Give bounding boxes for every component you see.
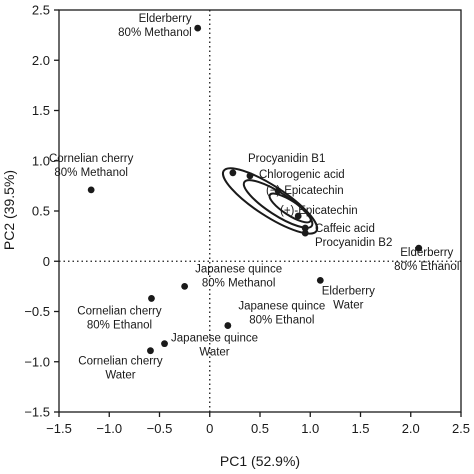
x-tick-label: 0.5 — [251, 421, 269, 436]
sample-label: Cornelian cherry 80% Ethanol — [77, 305, 162, 331]
sample-point — [148, 295, 155, 302]
compound-label: Caffeic acid — [315, 223, 375, 235]
sample-point — [161, 340, 168, 348]
compound-label: Procyanidin B2 — [315, 237, 392, 249]
x-tick-label: 1.0 — [301, 421, 319, 436]
sample-label: Cornelian cherry Water — [78, 356, 163, 382]
x-tick-label: 2.0 — [402, 421, 420, 436]
compound-label: (−)-Epicatechin — [266, 185, 344, 197]
y-tick-label: 0.5 — [32, 204, 50, 219]
x-tick-label: 1.5 — [351, 421, 369, 436]
sample-label: Japanese quince 80% Ethanol — [238, 301, 325, 327]
sample-point — [194, 24, 202, 32]
x-tick-label: −0.5 — [147, 421, 173, 436]
plot-frame — [58, 9, 462, 413]
y-tick-label: 1.5 — [32, 103, 50, 118]
sample-label: Japanese quince Water — [171, 333, 258, 359]
compound-point — [294, 212, 302, 220]
sample-point — [316, 276, 324, 284]
x-tick-label: 0 — [206, 421, 213, 436]
sample-point — [181, 282, 189, 290]
x-axis-label: PC1 (52.9%) — [220, 453, 300, 469]
y-tick-label: 2.5 — [32, 3, 50, 18]
y-tick-label: −0.5 — [24, 304, 50, 319]
compound-point — [274, 187, 282, 195]
sample-point — [415, 244, 423, 252]
compound-label: Procyanidin B1 — [248, 153, 325, 165]
y-tick-label: 2.0 — [32, 53, 50, 68]
confidence-ellipse-3 — [268, 192, 312, 224]
compound-point — [301, 224, 309, 232]
compound-label: (+)-Epicatechin — [280, 205, 358, 217]
sample-point — [87, 186, 95, 194]
sample-label: Japanese quince 80% Methanol — [195, 263, 282, 289]
y-tick-label: 1.0 — [32, 153, 50, 168]
y-axis-label: PC2 (39.5%) — [1, 170, 17, 250]
y-tick-label: −1.0 — [24, 354, 50, 369]
sample-point — [147, 347, 154, 355]
sample-label: Cornelian cherry 80% Methanol — [49, 153, 134, 179]
x-tick-label: 2.5 — [452, 421, 470, 436]
sample-label: Elderberry 80% Methanol — [118, 13, 192, 39]
compound-point — [301, 229, 309, 237]
sample-point — [224, 322, 232, 329]
sample-label: Elderberry 80% Ethanol — [394, 247, 459, 273]
compound-point — [246, 172, 254, 180]
compound-label: Chlorogenic acid — [259, 169, 345, 181]
x-tick-label: −1.0 — [96, 421, 122, 436]
confidence-ellipse-2 — [242, 179, 314, 229]
compound-point — [229, 169, 237, 177]
y-tick-label: −1.5 — [24, 405, 50, 420]
y-tick-label: 0 — [43, 254, 50, 269]
x-tick-label: −1.5 — [46, 421, 72, 436]
sample-label: Elderberry Water — [322, 285, 375, 311]
